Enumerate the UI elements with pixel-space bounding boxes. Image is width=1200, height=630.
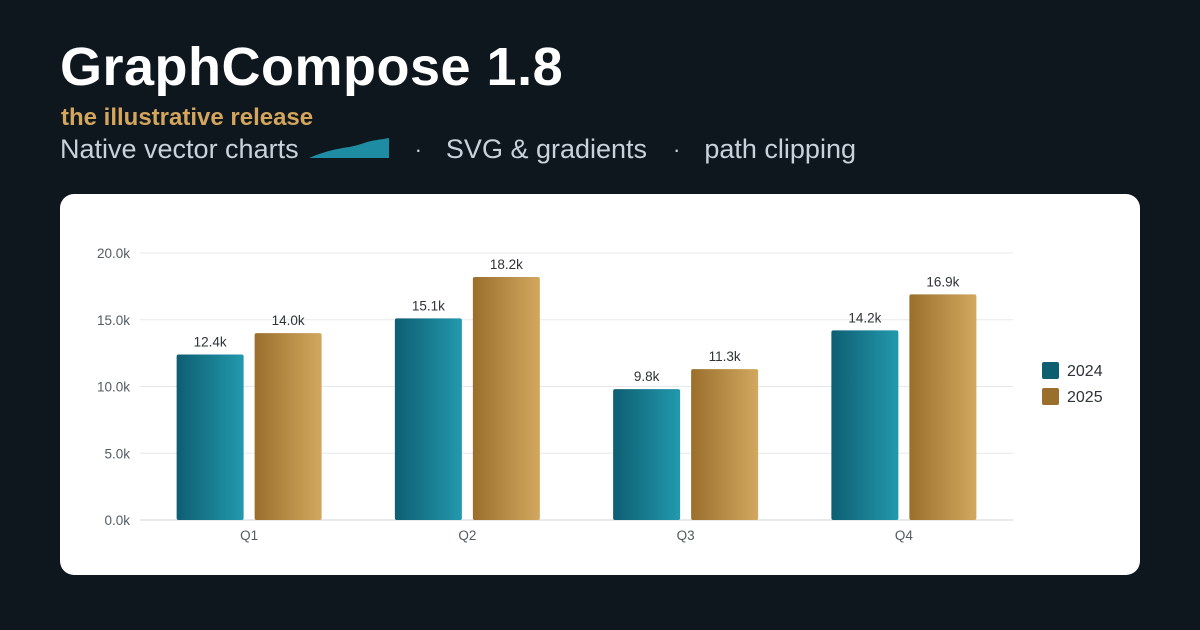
data-label: 18.2k bbox=[490, 257, 523, 272]
page-title: GraphCompose 1.8 bbox=[60, 37, 564, 97]
x-tick-label: Q1 bbox=[240, 528, 258, 543]
data-label: 14.0k bbox=[272, 313, 305, 328]
legend-swatch-2025 bbox=[1042, 388, 1059, 405]
y-tick-label: 0.0k bbox=[104, 513, 130, 528]
data-label: 14.2k bbox=[848, 310, 881, 325]
legend-label-2025: 2025 bbox=[1067, 389, 1103, 406]
x-tick-label: Q4 bbox=[895, 528, 914, 543]
legend-swatch-2024 bbox=[1042, 362, 1059, 379]
bar-2024-q1 bbox=[176, 354, 244, 520]
bar-2024-q2 bbox=[394, 318, 462, 520]
x-tick-label: Q3 bbox=[677, 528, 695, 543]
bar-chart: 0.0k 5.0k 10.0k 15.0k 20.0k 12.4k 14.0k Q1 15.1k… bbox=[97, 246, 1103, 543]
bar-2024-q4 bbox=[831, 330, 899, 520]
y-tick-label: 10.0k bbox=[97, 380, 130, 395]
bar-2024-q3 bbox=[613, 389, 681, 520]
feature-svg-gradients: SVG & gradients bbox=[445, 134, 648, 164]
feature-vector-charts: Native vector charts bbox=[60, 134, 299, 164]
data-label: 15.1k bbox=[412, 298, 445, 313]
data-label: 11.3k bbox=[709, 349, 741, 364]
chart-card: 0.0k 5.0k 10.0k 15.0k 20.0k 12.4k 14.0k Q1 15.1k… bbox=[60, 194, 1140, 575]
bar-2025-q4 bbox=[909, 294, 977, 520]
y-tick-label: 5.0k bbox=[104, 446, 130, 461]
feature-separator: · bbox=[673, 136, 681, 162]
legend-label-2024: 2024 bbox=[1067, 363, 1103, 380]
x-tick-label: Q2 bbox=[458, 528, 476, 543]
feature-path-clipping: path clipping bbox=[704, 134, 856, 164]
feature-list: Native vector charts · SVG & gradients ·… bbox=[60, 136, 882, 163]
feature-separator: · bbox=[414, 136, 422, 162]
bar-2025-q3 bbox=[691, 369, 759, 520]
data-label: 12.4k bbox=[194, 334, 227, 349]
y-tick-label: 15.0k bbox=[97, 313, 130, 328]
area-sparkline-icon bbox=[308, 136, 389, 163]
bar-2025-q2 bbox=[472, 277, 540, 520]
page-subtitle: the illustrative release bbox=[61, 104, 314, 131]
data-label: 16.9k bbox=[926, 274, 959, 289]
y-tick-label: 20.0k bbox=[97, 246, 130, 261]
bar-2025-q1 bbox=[254, 333, 322, 520]
data-label: 9.8k bbox=[634, 369, 660, 384]
